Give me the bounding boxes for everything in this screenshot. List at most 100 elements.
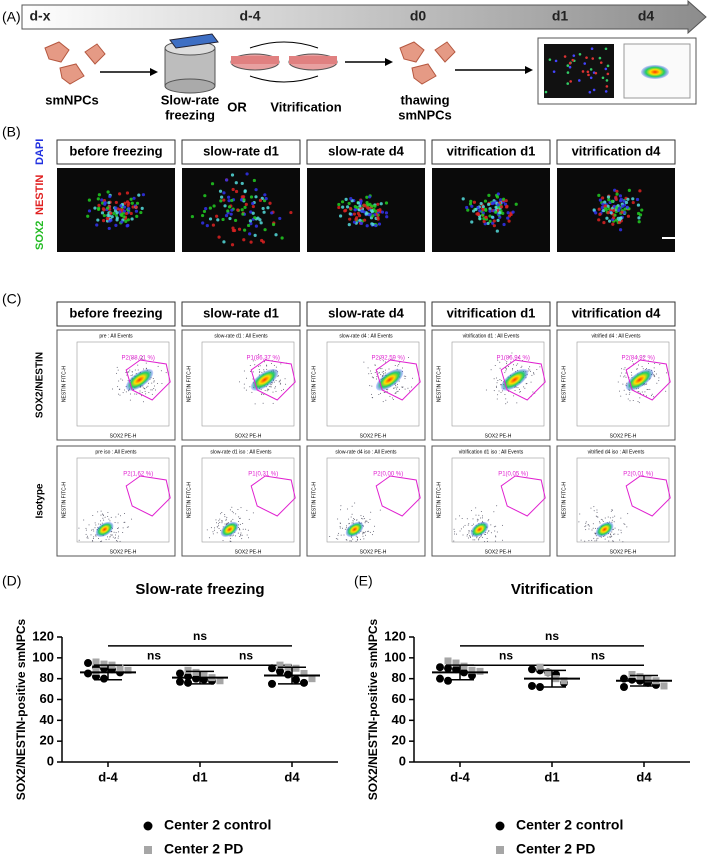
event [403, 375, 405, 377]
event [584, 526, 586, 528]
inset-cell [563, 55, 567, 58]
event [645, 383, 647, 385]
density-cloud [125, 368, 154, 391]
cell [100, 198, 104, 202]
cell [251, 201, 255, 206]
data-point [436, 674, 444, 683]
inset-cell [604, 47, 608, 51]
cell [379, 202, 383, 206]
cell [247, 223, 251, 228]
event [597, 516, 599, 518]
event [604, 517, 606, 519]
cell [200, 213, 205, 218]
flow-plot-frame [56, 445, 176, 557]
column-header-box [181, 301, 301, 327]
data-point [452, 665, 460, 674]
event [239, 523, 241, 525]
inset-cell [566, 64, 570, 67]
y-tick-label: 60 [392, 691, 406, 706]
event [252, 360, 254, 362]
cell [132, 196, 136, 200]
gate-label: P2(0,01 %) [623, 472, 653, 478]
cell [483, 199, 488, 203]
y-tick-label: 120 [384, 628, 406, 643]
event [258, 353, 260, 355]
event [394, 392, 396, 394]
event [608, 540, 610, 542]
event [620, 395, 622, 397]
event [477, 539, 479, 541]
event [611, 509, 613, 511]
data-point [444, 664, 452, 673]
event [238, 520, 240, 522]
event [245, 377, 247, 379]
event [221, 511, 223, 513]
cell [597, 207, 601, 211]
cell [368, 195, 372, 199]
event [129, 393, 131, 395]
event [92, 528, 94, 530]
cell [227, 205, 232, 209]
event [665, 390, 667, 392]
legend-marker [144, 846, 152, 854]
cell [258, 218, 262, 222]
event [252, 378, 254, 380]
flow-y-label: NESTIN FITC-H [61, 482, 67, 518]
event [613, 533, 615, 535]
event [666, 372, 668, 374]
data-point [536, 663, 544, 671]
event [231, 520, 233, 522]
event [384, 361, 386, 363]
event [631, 360, 633, 362]
cell [348, 212, 352, 216]
event [78, 527, 80, 529]
cell [107, 201, 111, 205]
event [637, 390, 639, 392]
event [350, 540, 352, 542]
event [629, 400, 631, 402]
cell [242, 198, 246, 202]
data-point [628, 671, 636, 678]
cell [355, 216, 359, 220]
event [215, 519, 217, 521]
event [475, 507, 477, 509]
event [219, 522, 221, 524]
event [469, 530, 471, 532]
column-header: before freezing [69, 143, 162, 158]
gate-label: P2(88,01 %) [122, 356, 155, 362]
event [93, 536, 95, 538]
event [118, 535, 120, 537]
cell [494, 210, 498, 214]
event [239, 536, 241, 538]
event [476, 537, 478, 539]
cell [482, 219, 486, 224]
event [110, 516, 112, 518]
column-header: slow-rate d1 [203, 305, 279, 320]
event [395, 385, 397, 387]
legend-marker [495, 821, 505, 831]
event [95, 535, 97, 537]
event [462, 526, 464, 528]
data-point [308, 675, 316, 683]
event [219, 518, 221, 520]
event [614, 515, 616, 517]
event [240, 535, 242, 537]
event [502, 539, 504, 541]
event [134, 393, 136, 395]
flow-plot-title: slow-rate d1 : All Events [214, 333, 268, 339]
event [86, 535, 88, 537]
event [383, 391, 385, 393]
panel-label: (A) [2, 9, 21, 25]
event [371, 396, 373, 398]
event [370, 370, 372, 372]
x-tick-label: d4 [636, 769, 652, 784]
event [161, 382, 163, 384]
cell [495, 195, 500, 199]
cell [140, 206, 144, 210]
flow-y-label: NESTIN FITC-H [436, 482, 442, 518]
inset-cloud [641, 65, 669, 79]
stain-label: SOX2 [34, 221, 46, 250]
event [518, 388, 520, 390]
event [224, 514, 226, 516]
event [157, 365, 159, 367]
